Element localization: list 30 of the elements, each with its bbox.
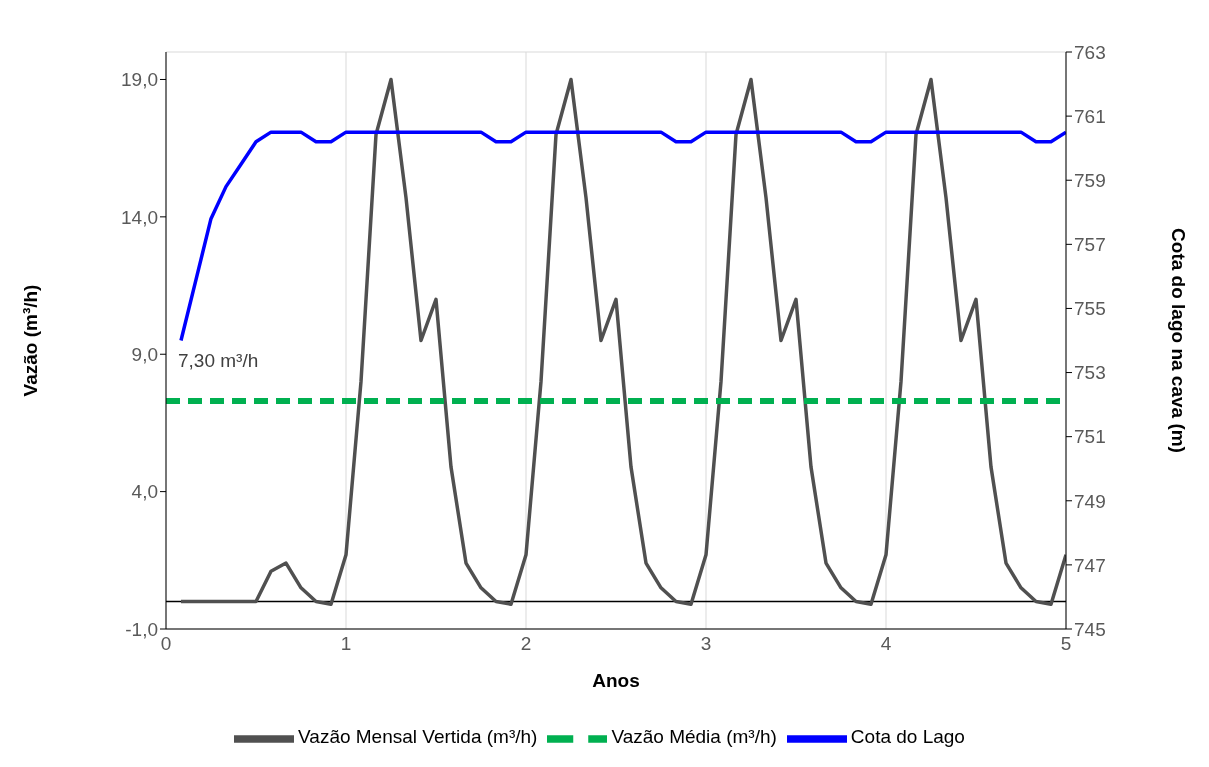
y2-tick-label: 755 xyxy=(1074,298,1106,320)
y-tick-label: 19,0 xyxy=(121,69,158,91)
y2-tick-label: 749 xyxy=(1074,490,1106,512)
y-axis-title: Vazão (m³/h) xyxy=(19,284,41,397)
x-tick-label: 4 xyxy=(880,633,892,655)
legend-label: Vazão Mensal Vertida (m³/h) xyxy=(298,726,538,748)
y-tick-label: -1,0 xyxy=(125,618,158,640)
line-series xyxy=(179,130,1066,343)
x-tick-label: 0 xyxy=(160,633,172,655)
y2-tick-label: 759 xyxy=(1074,169,1106,191)
line-series xyxy=(179,77,1066,607)
x-tick-label: 1 xyxy=(340,633,352,655)
y2-tick-label: 753 xyxy=(1074,362,1106,384)
annotation: 7,30 m³/h xyxy=(178,350,259,373)
x-tick-label: 3 xyxy=(700,633,712,655)
y-tick-label: 14,0 xyxy=(121,206,158,228)
legend-label: Vazão Média (m³/h) xyxy=(611,726,777,748)
x-tick-label: 5 xyxy=(1060,633,1072,655)
y2-tick-label: 745 xyxy=(1074,618,1106,640)
y2-tick-label: 747 xyxy=(1074,554,1106,576)
y-tick-label: 4,0 xyxy=(131,481,158,503)
x-axis-title: Anos xyxy=(592,670,640,691)
y2-tick-label: 763 xyxy=(1074,41,1106,63)
y2-tick-label: 751 xyxy=(1074,426,1106,448)
y2-tick-label: 757 xyxy=(1074,234,1106,256)
y-tick-label: 9,0 xyxy=(131,343,158,365)
legend-label: Cota do Lago xyxy=(850,726,965,748)
y2-tick-label: 761 xyxy=(1074,105,1106,127)
x-tick-label: 2 xyxy=(520,633,532,655)
y2-axis-title: Cota do lago na cava (m) xyxy=(1168,228,1190,453)
